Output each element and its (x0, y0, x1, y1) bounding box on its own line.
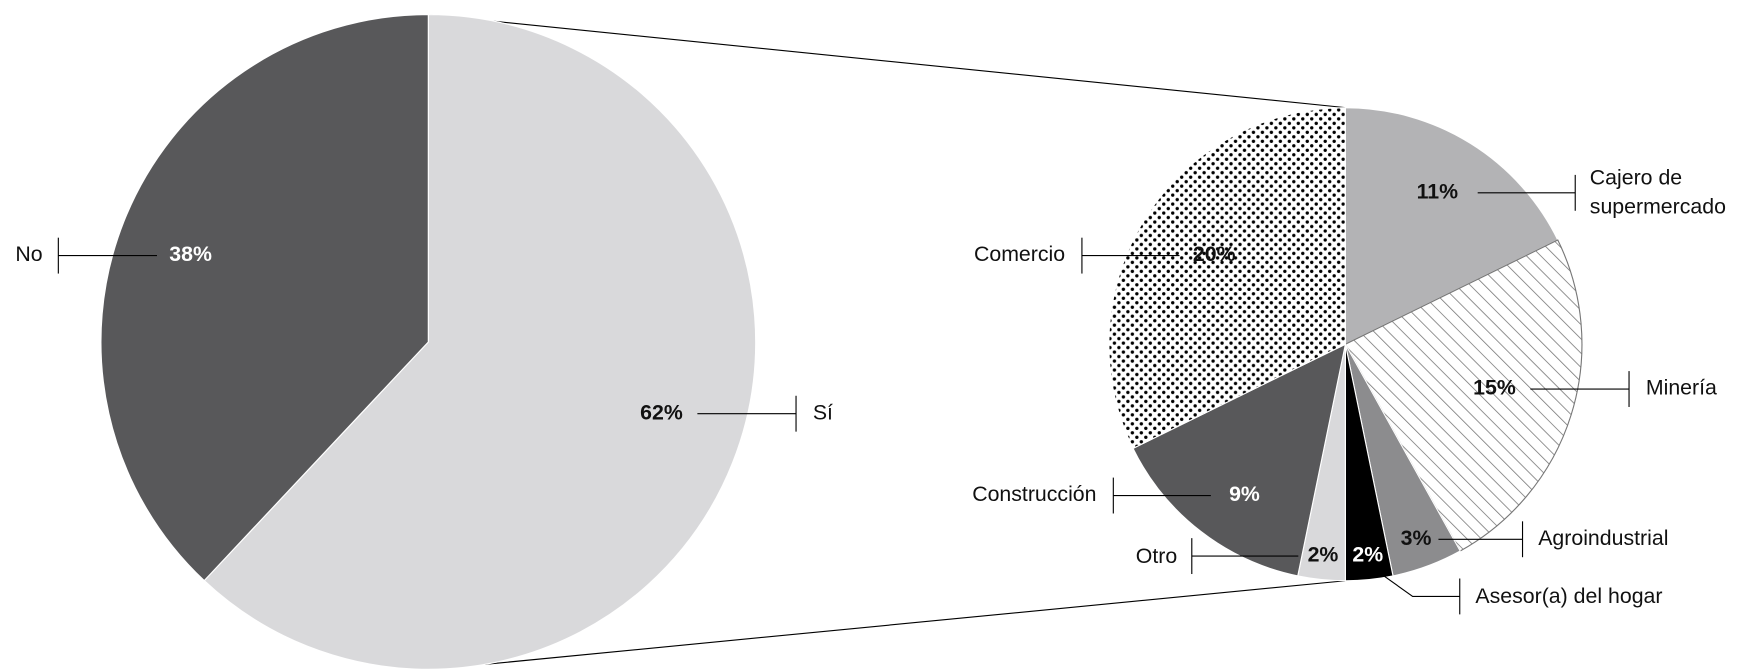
pie-slice (100, 14, 429, 582)
pie-slice (1344, 107, 1559, 346)
value-label: 15% (1473, 376, 1516, 400)
leader-line (1380, 573, 1460, 598)
value-label: 38% (169, 242, 212, 266)
category-label: Minería (1646, 376, 1717, 400)
value-label: 2% (1308, 543, 1339, 567)
category-label: No (15, 242, 42, 266)
pie-slice (1344, 239, 1583, 552)
category-label: Agroindustrial (1538, 526, 1668, 550)
value-label: 2% (1352, 543, 1383, 567)
category-label: Otro (1136, 544, 1177, 568)
value-label: 62% (640, 400, 683, 424)
category-label: Asesor(a) del hogar (1475, 584, 1662, 608)
connector-line (428, 14, 1346, 109)
value-label: 11% (1417, 179, 1459, 203)
pie-slice (203, 14, 757, 670)
value-label: 9% (1229, 482, 1260, 506)
pie-slice (1132, 343, 1347, 577)
pie-slice (1108, 107, 1346, 450)
category-label: Cajero de supermercado (1590, 165, 1726, 218)
value-label: 20% (1193, 242, 1236, 266)
category-label: Construcción (972, 482, 1096, 506)
category-label: Sí (813, 400, 833, 424)
connector-line (485, 580, 1346, 665)
value-label: 3% (1401, 526, 1432, 550)
category-label: Comercio (974, 242, 1065, 266)
